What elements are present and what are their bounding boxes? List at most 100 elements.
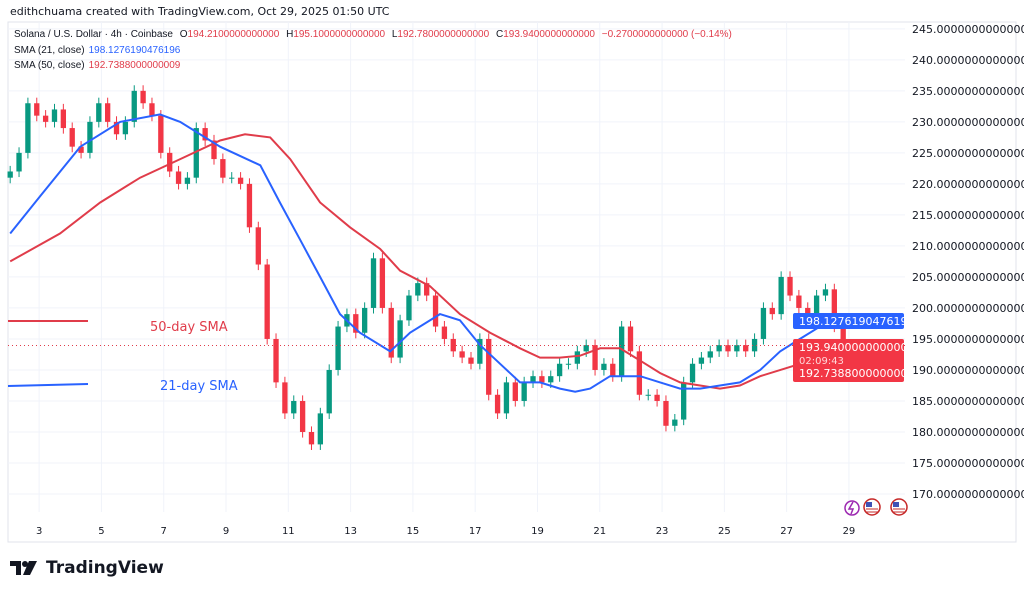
candle-down	[167, 152, 173, 172]
candle-down	[388, 307, 394, 358]
low-value: 192.7800000000000	[397, 29, 490, 40]
low-label: L	[391, 29, 398, 40]
close-label: C	[495, 29, 504, 40]
candle-down	[113, 121, 120, 135]
price-tick-label: 225.0000000000000	[912, 147, 1024, 160]
candle-up	[406, 295, 412, 321]
time-tick-label: 29	[843, 526, 856, 537]
candle-down	[105, 103, 111, 122]
candle-down	[175, 171, 182, 184]
price-tick-label: 185.0000000000000	[912, 395, 1024, 408]
snapshot-credit: edithchuama created with TradingView.com…	[10, 5, 390, 18]
close-value: 193.9400000000000	[503, 29, 595, 40]
sma21-price-tag-text: 198.1276190476196	[799, 315, 914, 328]
price-tick-label: 240.0000000000000	[912, 54, 1024, 67]
candle-down	[237, 177, 244, 184]
candle-down	[610, 363, 616, 377]
lightning-icon[interactable]	[844, 500, 860, 516]
candle-down	[78, 146, 84, 153]
candle-up	[87, 121, 93, 153]
candle-down	[202, 128, 208, 141]
tradingview-logo[interactable]: TradingView	[10, 558, 164, 578]
time-tick-label: 25	[718, 526, 731, 537]
candle-up	[530, 376, 536, 383]
candle-down	[805, 307, 811, 315]
sma21-legend-label: SMA (21, close)	[14, 45, 85, 56]
candle-down	[140, 90, 146, 104]
candle-down	[273, 338, 279, 383]
candle-up	[822, 289, 829, 296]
candle-down	[353, 314, 359, 333]
candle-down	[246, 183, 253, 228]
candle-up	[326, 369, 332, 414]
candle-down	[379, 258, 386, 308]
candle-down	[512, 382, 518, 401]
symbol-title[interactable]: Solana / U.S. Dollar · 4h · Coinbase	[14, 29, 173, 40]
us-flag-icon[interactable]	[863, 498, 881, 516]
price-tick-label: 175.0000000000000	[912, 457, 1024, 470]
candle-up	[760, 307, 767, 339]
candle-up	[672, 419, 678, 426]
price-tick-label: 230.0000000000000	[912, 116, 1024, 129]
price-tick-label: 170.0000000000000	[912, 488, 1024, 501]
candle-up	[397, 320, 403, 358]
price-tick-label: 205.0000000000000	[912, 271, 1024, 284]
candle-down	[149, 103, 155, 116]
candle-down	[158, 115, 164, 153]
time-axis[interactable]: 3 5 7 9 11 13 15 17 19 21 23 25 27 29	[36, 526, 855, 537]
us-flag-icon[interactable]	[890, 498, 908, 516]
change-value: −0.2700000000000 (−0.14%)	[601, 29, 732, 40]
candle-up	[291, 400, 297, 414]
candle-down	[441, 326, 448, 339]
candle-down	[468, 357, 474, 364]
candle-down	[725, 345, 731, 352]
candle-up	[698, 357, 705, 364]
price-tick-label: 215.0000000000000	[912, 209, 1024, 222]
open-value: 194.2100000000000	[187, 29, 280, 40]
candle-down	[34, 103, 40, 116]
candle-down	[432, 295, 439, 327]
candle-up	[7, 171, 13, 178]
candle-down	[636, 351, 643, 395]
candle-up	[317, 413, 324, 445]
candle-down	[539, 376, 545, 383]
time-tick-label: 23	[656, 526, 669, 537]
time-tick-label: 15	[407, 526, 420, 537]
candle-down	[299, 400, 306, 432]
candle-up	[689, 363, 696, 383]
candle-up	[618, 326, 625, 377]
time-tick-label: 17	[469, 526, 482, 537]
candle-down	[211, 140, 217, 160]
sma21-legend[interactable]: SMA (21, close) 198.1276190476196	[14, 45, 184, 56]
candle-up	[778, 276, 784, 315]
price-axis[interactable]: 245.0000000000000 240.0000000000000 235.00…	[912, 23, 1024, 501]
bar-countdown: 02:09:43	[799, 356, 844, 367]
candle-down	[627, 326, 634, 352]
candle-down	[424, 283, 430, 296]
candle-up	[813, 295, 820, 315]
price-tick-label: 195.0000000000000	[912, 333, 1024, 346]
time-tick-label: 27	[780, 526, 793, 537]
price-tick-label: 220.0000000000000	[912, 178, 1024, 191]
sma21-line	[9, 113, 853, 393]
candle-up	[184, 177, 191, 184]
candle-down	[831, 289, 837, 327]
ohlc-legend: Solana / U.S. Dollar · 4h · Coinbase O19…	[14, 29, 736, 40]
candle-up	[361, 307, 368, 333]
candle-up	[415, 283, 421, 296]
price-tick-label: 180.0000000000000	[912, 426, 1024, 439]
sma21-legend-value: 198.1276190476196	[88, 45, 181, 56]
candle-down	[255, 227, 261, 265]
candle-down	[459, 351, 465, 358]
candle-down	[282, 382, 288, 414]
last-price-text: 193.9400000000000	[799, 341, 914, 354]
candle-up	[122, 121, 129, 135]
tradingview-wordmark: TradingView	[46, 558, 164, 578]
sma50-legend-value: 192.7388000000009	[88, 60, 181, 71]
sma50-legend[interactable]: SMA (50, close) 192.7388000000009	[14, 60, 184, 71]
candle-down	[743, 345, 749, 352]
sma50-annotation-label: 50-day SMA	[150, 320, 228, 335]
candle-down	[840, 326, 846, 346]
